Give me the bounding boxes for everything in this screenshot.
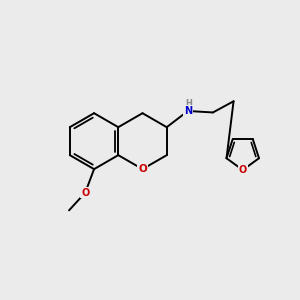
Text: O: O	[81, 188, 89, 198]
Text: O: O	[238, 165, 247, 175]
Text: N: N	[184, 106, 192, 116]
Text: H: H	[185, 99, 192, 108]
Text: O: O	[138, 164, 147, 174]
